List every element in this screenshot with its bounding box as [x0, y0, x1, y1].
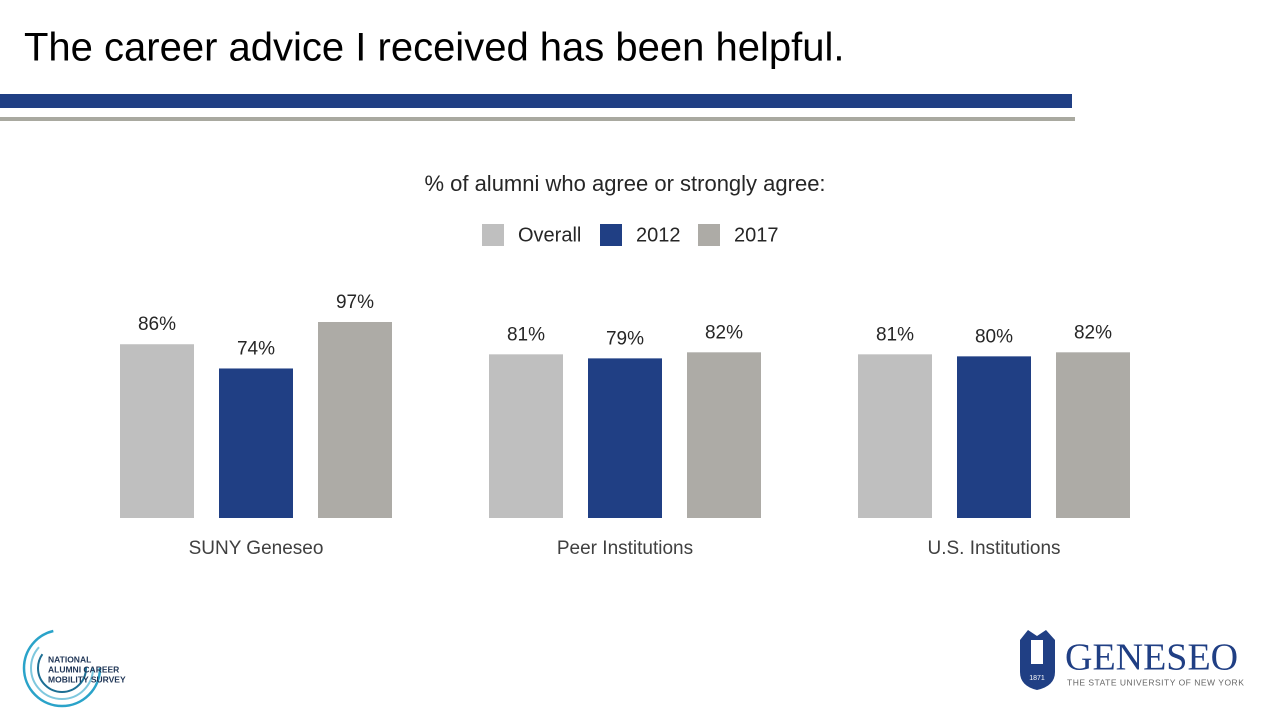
value-label: 80%	[975, 326, 1013, 347]
bar	[858, 354, 932, 518]
bar	[219, 368, 293, 518]
value-label: 81%	[507, 324, 545, 345]
logo-text: MOBILITY SURVEY	[48, 674, 126, 684]
header-rule	[0, 117, 1075, 121]
logo-ring	[22, 628, 102, 708]
logo-text: ALUMNI CAREER	[48, 664, 119, 674]
x-tick-label: Peer Institutions	[557, 538, 693, 559]
value-label: 86%	[138, 314, 176, 335]
logo-name: GENESEO	[1065, 637, 1238, 679]
bar	[120, 344, 194, 518]
slide-title: The career advice I received has been he…	[24, 26, 845, 70]
legend-label: Overall	[518, 224, 581, 246]
bar	[1056, 352, 1130, 518]
value-label: 74%	[237, 338, 275, 359]
logo-tagline: THE STATE UNIVERSITY OF NEW YORK	[1067, 677, 1244, 687]
bar	[489, 354, 563, 518]
bar	[588, 358, 662, 518]
header-bar	[0, 94, 1072, 108]
value-label: 82%	[1074, 322, 1112, 343]
legend-label: 2012	[636, 224, 681, 246]
survey-logo: NATIONAL ALUMNI CAREER MOBILITY SURVEY	[22, 628, 126, 708]
x-tick-label: SUNY Geneseo	[189, 538, 324, 559]
logo-ring	[37, 643, 87, 693]
value-label: 97%	[336, 292, 374, 313]
logo-tower	[1031, 640, 1043, 664]
bar	[687, 352, 761, 518]
bar	[318, 322, 392, 518]
chart-title: % of alumni who agree or strongly agree:	[424, 171, 825, 196]
university-logo: 1871 GENESEO THE STATE UNIVERSITY OF NEW…	[1020, 630, 1244, 690]
x-tick-label: U.S. Institutions	[927, 538, 1060, 559]
legend-swatch	[600, 224, 622, 246]
logo-year: 1871	[1029, 675, 1045, 682]
value-label: 79%	[606, 328, 644, 349]
legend-swatch	[698, 224, 720, 246]
legend-label: 2017	[734, 224, 779, 246]
value-label: 82%	[705, 322, 743, 343]
logo-text: NATIONAL	[48, 654, 91, 664]
value-label: 81%	[876, 324, 914, 345]
bar	[957, 356, 1031, 518]
logo-ring	[30, 636, 94, 700]
legend-swatch	[482, 224, 504, 246]
